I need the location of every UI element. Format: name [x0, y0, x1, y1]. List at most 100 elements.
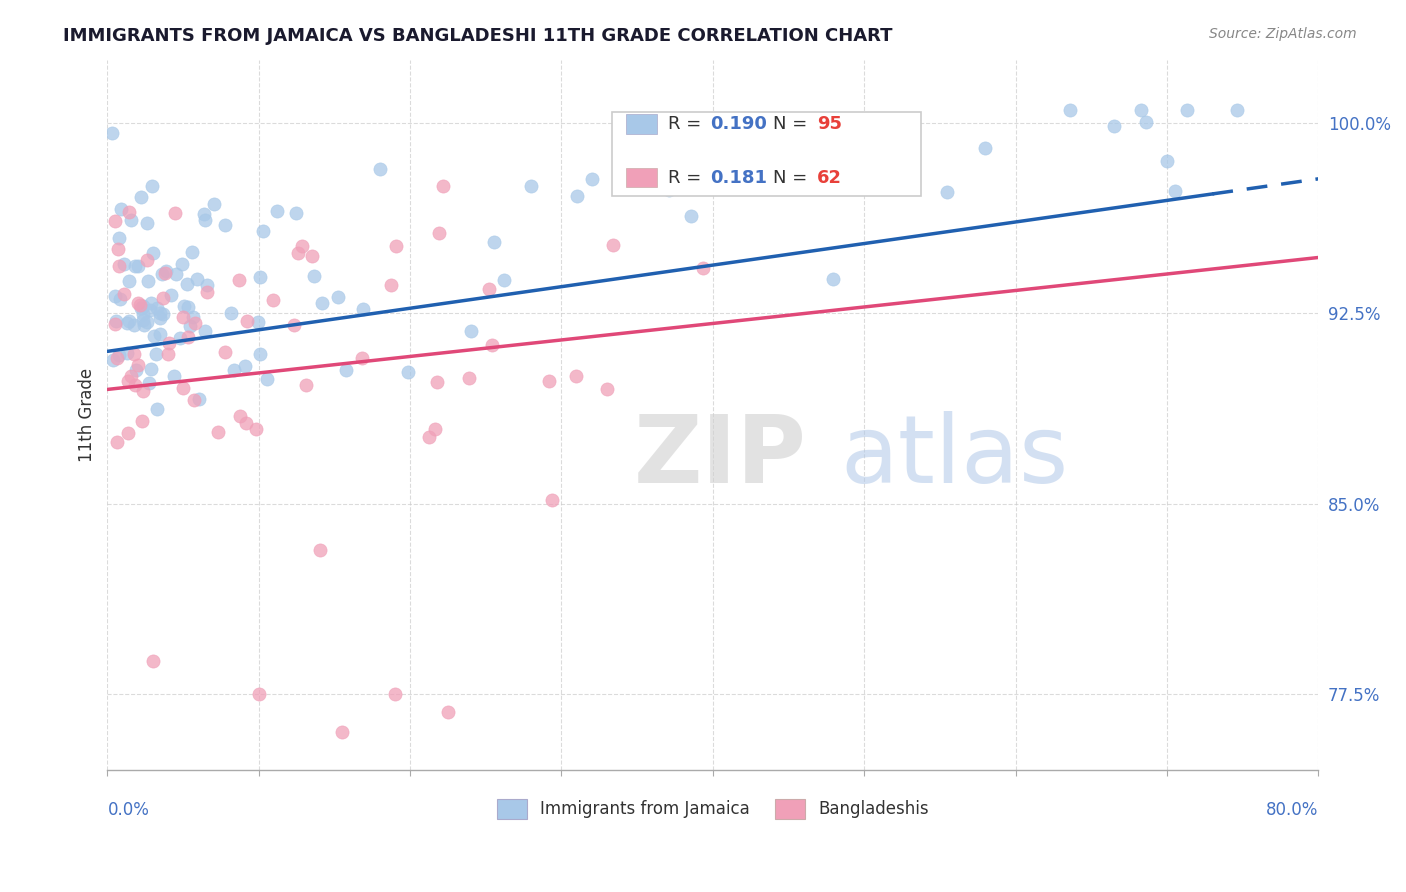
Point [118, 204, 141, 219]
Point [122, 347, 145, 361]
Point [105, 434, 128, 449]
Text: 80.0%: 80.0% [1265, 800, 1319, 819]
Point [142, 654, 165, 668]
Point [1226, 103, 1249, 118]
Point [437, 705, 460, 719]
Point [104, 289, 127, 303]
Point [136, 216, 159, 230]
Point [146, 301, 169, 315]
Point [128, 298, 150, 312]
Point [132, 384, 155, 398]
Point [564, 369, 586, 384]
Point [685, 133, 707, 147]
Point [183, 393, 205, 408]
Point [219, 306, 242, 320]
Point [335, 363, 357, 377]
Point [396, 366, 419, 380]
Point [596, 383, 619, 397]
Point [149, 326, 172, 341]
Point [294, 377, 316, 392]
Point [117, 425, 139, 440]
Point [108, 292, 131, 306]
Point [132, 300, 155, 314]
Point [658, 183, 681, 197]
Point [120, 213, 142, 227]
Point [127, 296, 149, 310]
Point [131, 414, 153, 428]
Point [142, 245, 165, 260]
Point [193, 207, 215, 221]
Point [163, 368, 186, 383]
Point [256, 372, 278, 386]
Point [195, 277, 218, 292]
Point [127, 260, 149, 274]
Point [104, 317, 127, 331]
Point [233, 359, 256, 374]
Point [974, 141, 997, 155]
Point [152, 307, 174, 321]
Point [100, 126, 122, 140]
Point [1135, 115, 1157, 129]
Point [107, 259, 129, 273]
Point [179, 318, 201, 333]
Point [202, 196, 225, 211]
Point [936, 185, 959, 199]
Point [655, 179, 678, 194]
Point [165, 267, 187, 281]
Point [249, 347, 271, 361]
Point [229, 409, 252, 423]
Text: ZIP: ZIP [634, 411, 807, 503]
Point [287, 246, 309, 260]
Point [482, 235, 505, 249]
Point [537, 374, 560, 388]
Point [821, 272, 844, 286]
Point [602, 238, 624, 252]
Point [581, 171, 603, 186]
Point [153, 267, 176, 281]
Point [152, 291, 174, 305]
Point [156, 347, 179, 361]
Text: atlas: atlas [839, 411, 1069, 503]
Point [150, 267, 173, 281]
Point [124, 377, 146, 392]
Point [385, 239, 408, 253]
Point [1164, 184, 1187, 198]
Point [172, 310, 194, 325]
Point [302, 269, 325, 284]
Point [186, 272, 208, 286]
Point [149, 311, 172, 326]
Point [285, 206, 308, 220]
Point [131, 190, 153, 204]
Point [228, 273, 250, 287]
Point [350, 351, 373, 365]
Point [330, 725, 353, 739]
Point [183, 316, 205, 330]
Point [195, 285, 218, 299]
Point [108, 348, 131, 362]
Point [169, 331, 191, 345]
Point [101, 353, 124, 368]
Point [173, 299, 195, 313]
Point [122, 318, 145, 332]
Point [353, 302, 375, 317]
Point [370, 161, 392, 176]
Text: N =: N = [773, 115, 813, 133]
Point [107, 242, 129, 256]
Point [426, 375, 449, 389]
Point [266, 203, 288, 218]
Point [458, 371, 481, 385]
Point [188, 392, 211, 406]
Point [112, 287, 135, 301]
Point [262, 293, 284, 307]
Point [308, 543, 330, 558]
Point [141, 179, 163, 194]
Point [117, 374, 139, 388]
Point [145, 347, 167, 361]
Point [176, 277, 198, 291]
Point [115, 345, 138, 359]
Point [214, 345, 236, 359]
Point [124, 363, 146, 377]
Point [1059, 103, 1081, 118]
Point [110, 202, 132, 216]
Point [104, 213, 127, 227]
